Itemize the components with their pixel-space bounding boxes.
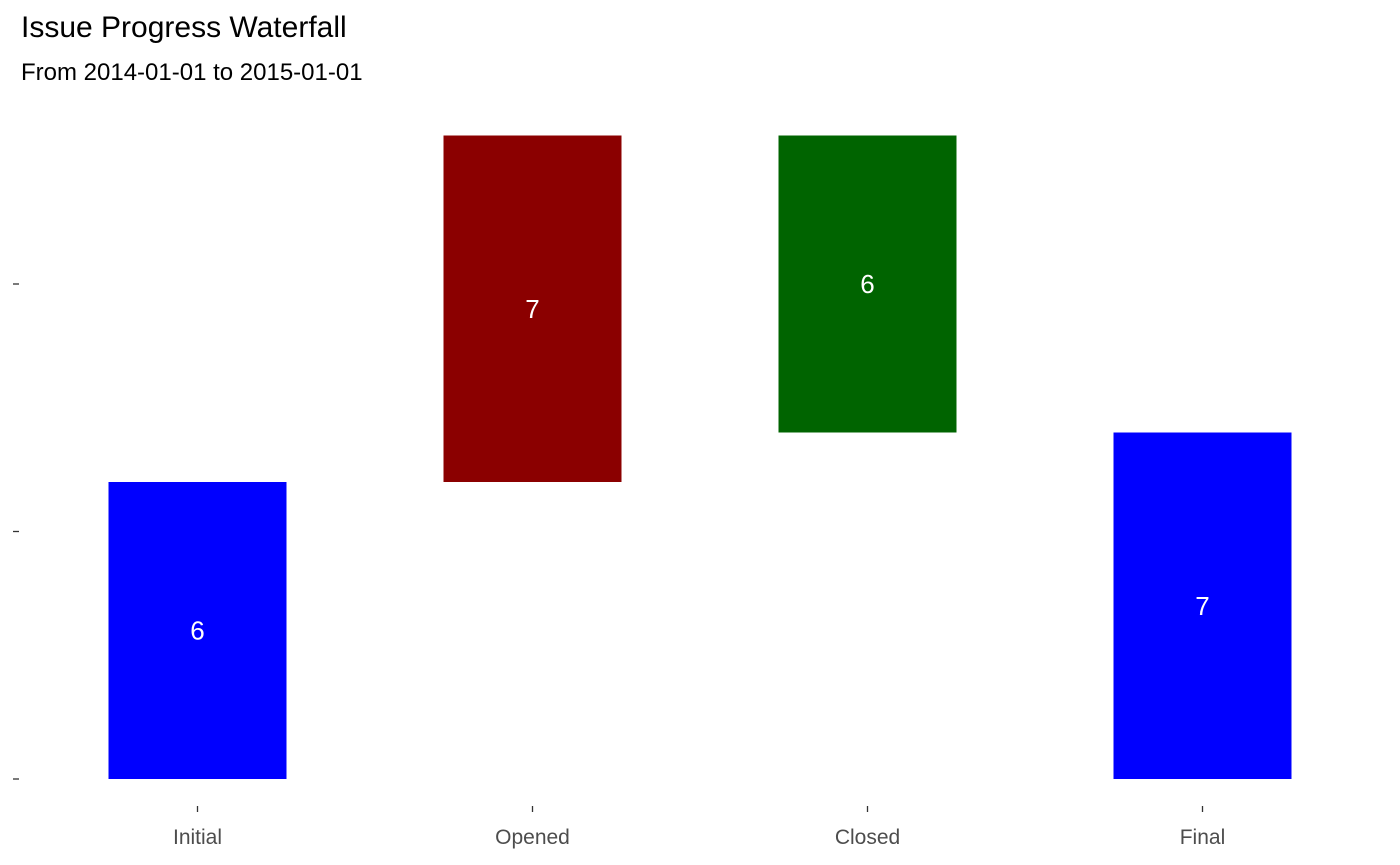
x-tick-label-initial: Initial: [173, 826, 222, 849]
bar-label-closed: 6: [860, 269, 874, 299]
bar-label-opened: 7: [525, 294, 539, 324]
x-axis-ticks: [196, 806, 1204, 812]
bar-closed: [778, 135, 957, 433]
chart-subtitle: From 2014-01-01 to 2015-01-01: [21, 59, 363, 86]
chart-title: Issue Progress Waterfall: [21, 11, 347, 44]
bar-label-initial: 6: [190, 616, 204, 646]
x-axis-tick-labels: Initial Opened Closed Final: [173, 826, 1225, 849]
bar-initial: [108, 482, 287, 779]
x-tick-label-opened: Opened: [495, 826, 570, 849]
bar-label-final: 7: [1195, 591, 1209, 621]
bar-labels: 6 7 6 7: [190, 269, 1209, 646]
bar-final: [1113, 432, 1292, 779]
x-tick-label-final: Final: [1180, 826, 1226, 849]
x-tick-label-closed: Closed: [835, 826, 900, 849]
bars: [108, 135, 1292, 779]
y-axis-ticks: [13, 283, 19, 780]
bar-opened: [443, 135, 622, 482]
